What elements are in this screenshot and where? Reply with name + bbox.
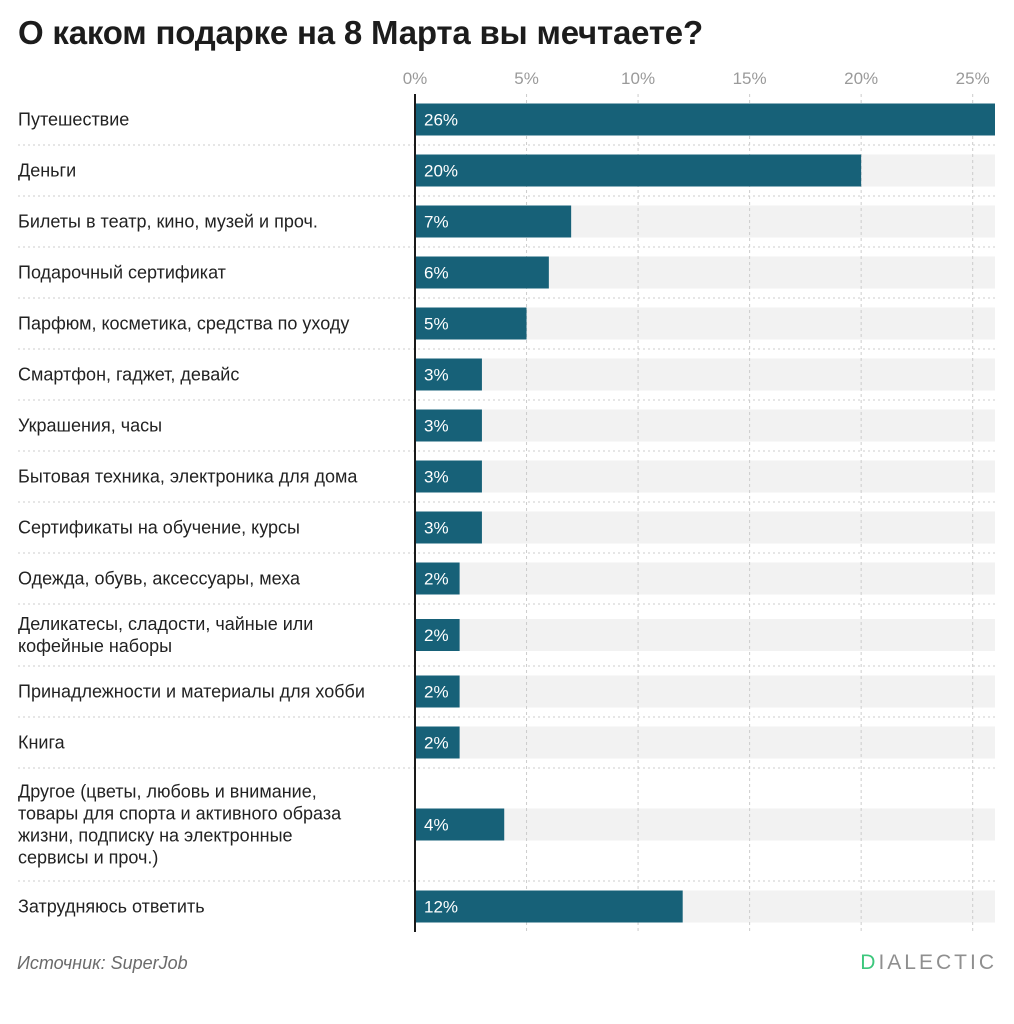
bar (415, 256, 549, 289)
bar-value-label: 2% (424, 683, 449, 702)
category-label-line: Одежда, обувь, аксессуары, меха (18, 569, 301, 589)
category-label-line: Билеты в театр, кино, музей и проч. (18, 212, 318, 232)
bar-track (415, 726, 995, 759)
bar (415, 890, 683, 923)
bar-value-label: 3% (424, 468, 449, 487)
bar (415, 808, 505, 841)
bar-value-label: 2% (424, 626, 449, 645)
bar-value-label: 3% (424, 519, 449, 538)
bar (415, 154, 862, 187)
source-note: Источник: SuperJob (17, 953, 188, 973)
bar-track (415, 808, 995, 841)
bar (415, 562, 460, 595)
category-label-line: жизни, подписку на электронные (18, 826, 293, 846)
x-tick-label: 0% (403, 69, 428, 88)
bar-track (415, 675, 995, 708)
bar (415, 511, 482, 544)
category-label: Парфюм, косметика, средства по уходу (18, 314, 349, 334)
category-label: Путешествие (18, 110, 129, 130)
bar-value-label: 26% (424, 111, 458, 130)
category-label-line: Подарочный сертификат (18, 263, 226, 283)
dialectic-logo: DIALECTIC (860, 951, 997, 975)
category-label: Принадлежности и материалы для хобби (18, 682, 365, 702)
category-label: Одежда, обувь, аксессуары, меха (18, 569, 301, 589)
bar-value-label: 2% (424, 570, 449, 589)
logo-accent-letter: D (860, 951, 879, 974)
category-label-line: Смартфон, гаджет, девайс (18, 365, 239, 385)
category-label: Сертификаты на обучение, курсы (18, 518, 300, 538)
category-label: Бытовая техника, электроника для дома (18, 467, 358, 487)
logo-text: IALECTIC (878, 951, 997, 974)
category-label-line: Бытовая техника, электроника для дома (18, 467, 358, 487)
bar (415, 460, 482, 493)
category-label: Деликатесы, сладости, чайные или кофейные… (18, 614, 313, 656)
bar-value-label: 6% (424, 264, 449, 283)
bar (415, 619, 460, 651)
bar (415, 726, 460, 759)
bar-value-label: 7% (424, 213, 449, 232)
category-label-line: Сертификаты на обучение, курсы (18, 518, 300, 538)
bar-value-label: 2% (424, 734, 449, 753)
category-label-line: кофейные наборы (18, 636, 172, 656)
category-label-line: Деньги (18, 161, 76, 181)
category-label: Билеты в театр, кино, музей и проч. (18, 212, 318, 232)
bar-value-label: 3% (424, 366, 449, 385)
category-label-line: сервисы и проч.) (18, 848, 158, 868)
bar-value-label: 5% (424, 315, 449, 334)
category-label-line: Парфюм, косметика, средства по уходу (18, 314, 349, 334)
bar (415, 358, 482, 391)
x-tick-label: 25% (956, 69, 990, 88)
bar (415, 675, 460, 708)
category-label-line: Деликатесы, сладости, чайные или (18, 614, 313, 634)
bar (415, 307, 527, 340)
x-tick-label: 15% (733, 69, 767, 88)
bar-track (415, 460, 995, 493)
bar-track (415, 511, 995, 544)
category-label: Книга (18, 733, 66, 753)
category-label-line: Книга (18, 733, 66, 753)
x-tick-label: 20% (844, 69, 878, 88)
category-label: Затрудняюсь ответить (18, 897, 205, 917)
x-tick-label: 5% (514, 69, 539, 88)
bar-track (415, 562, 995, 595)
category-label: Смартфон, гаджет, девайс (18, 365, 239, 385)
bar-value-label: 4% (424, 816, 449, 835)
chart-title: О каком подарке на 8 Марта вы мечтаете? (18, 14, 703, 51)
category-label: Подарочный сертификат (18, 263, 226, 283)
bar-value-label: 12% (424, 898, 458, 917)
category-label-line: Принадлежности и материалы для хобби (18, 682, 365, 702)
bar-value-label: 20% (424, 162, 458, 181)
bar (415, 409, 482, 442)
category-label-line: товары для спорта и активного образа (18, 804, 342, 824)
category-label: Другое (цветы, любовь и внимание, товары … (18, 782, 342, 868)
category-label: Украшения, часы (18, 416, 162, 436)
category-label-line: Путешествие (18, 110, 129, 130)
bar-value-label: 3% (424, 417, 449, 436)
bar-chart: 0% 5% 10% 15% 20% 25% 26% Путешествие 20% Деньги 7… (18, 69, 995, 932)
bar-track (415, 358, 995, 391)
category-label: Деньги (18, 161, 76, 181)
bar-track (415, 619, 995, 651)
category-label-line: Другое (цветы, любовь и внимание, (18, 782, 317, 802)
bar (415, 205, 572, 238)
x-tick-label: 10% (621, 69, 655, 88)
category-label-line: Украшения, часы (18, 416, 162, 436)
category-label-line: Затрудняюсь ответить (18, 897, 205, 917)
bar (415, 103, 995, 136)
bar-track (415, 409, 995, 442)
